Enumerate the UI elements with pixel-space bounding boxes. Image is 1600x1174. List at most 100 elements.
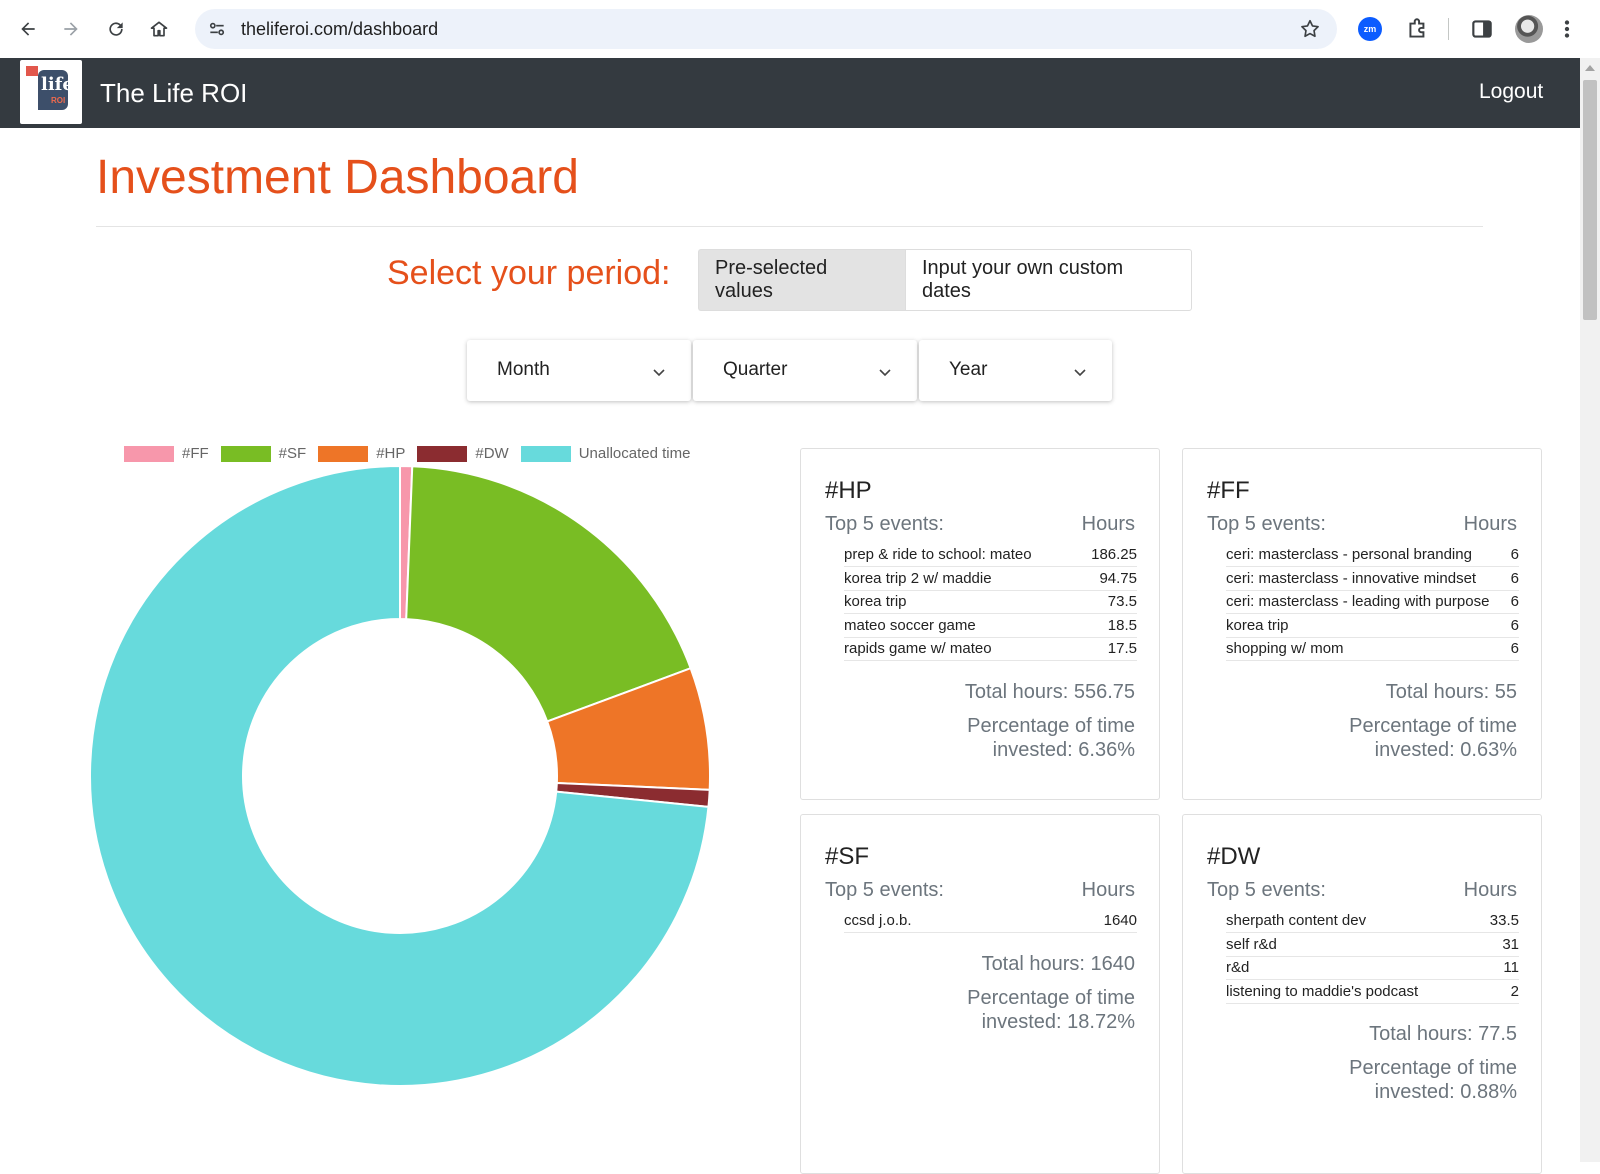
event-name: korea trip	[1226, 613, 1510, 638]
event-hours: 31	[1480, 932, 1519, 957]
event-hours: 6	[1510, 543, 1519, 567]
events-table: sherpath content dev 33.5 self r&d 31 r&…	[1226, 909, 1519, 1004]
event-hours: 6	[1510, 566, 1519, 591]
app-logo[interactable]: life ROI	[20, 60, 82, 124]
table-row: sherpath content dev 33.5	[1226, 909, 1519, 933]
legend-item[interactable]: #SF	[220, 445, 306, 462]
event-name: listening to maddie's podcast	[1226, 979, 1481, 1004]
card-tag-title: #DW	[1207, 843, 1261, 870]
tag-card-sf: #SF Top 5 events: Hours ccsd j.o.b. 1640 To…	[800, 814, 1160, 1174]
top-events-label: Top 5 events:	[825, 513, 944, 535]
home-icon[interactable]	[143, 13, 175, 45]
hours-column-label: Hours	[1463, 879, 1517, 901]
month-select[interactable]: Month	[467, 340, 691, 401]
percentage-invested: Percentage of time invested: 0.63%	[1349, 714, 1517, 761]
table-row: self r&d 31	[1226, 932, 1519, 957]
more-menu-icon[interactable]	[1560, 16, 1574, 42]
tab-preselected-values[interactable]: Pre-selected values	[698, 249, 905, 311]
legend-swatch	[220, 445, 271, 462]
browser-toolbar: theliferoi.com/dashboard zm	[0, 0, 1600, 58]
reload-icon[interactable]	[100, 13, 132, 45]
chevron-down-icon	[653, 369, 665, 377]
event-name: ceri: masterclass - personal branding	[1226, 543, 1510, 567]
tab-custom-dates[interactable]: Input your own custom dates	[905, 249, 1192, 311]
chevron-down-icon	[879, 369, 891, 377]
scrollbar-thumb[interactable]	[1583, 80, 1597, 320]
donut-slice[interactable]	[405, 466, 692, 723]
back-icon[interactable]	[12, 13, 44, 45]
card-tag-title: #SF	[825, 843, 870, 870]
legend-label: #HP	[376, 445, 406, 462]
table-row: korea trip 73.5	[844, 590, 1137, 614]
hours-column-label: Hours	[1463, 513, 1517, 535]
event-hours: 18.5	[1079, 613, 1137, 638]
percentage-invested: Percentage of time invested: 6.36%	[967, 714, 1135, 761]
table-row: ccsd j.o.b. 1640	[844, 909, 1137, 933]
event-name: sherpath content dev	[1226, 909, 1481, 933]
tag-card-ff: #FF Top 5 events: Hours ceri: masterclass …	[1182, 448, 1542, 800]
legend-swatch	[417, 445, 468, 462]
table-row: korea trip 6	[1226, 613, 1519, 638]
address-bar[interactable]: theliferoi.com/dashboard	[195, 9, 1337, 49]
chart-legend: #FF #SF #HP #DW Unallocated time	[124, 445, 702, 462]
total-hours: Total hours: 55	[1385, 680, 1517, 703]
profile-avatar[interactable]	[1515, 15, 1543, 43]
card-tag-title: #FF	[1207, 477, 1250, 504]
tag-card-hp: #HP Top 5 events: Hours prep & ride to sch…	[800, 448, 1160, 800]
scroll-up-icon[interactable]	[1585, 65, 1595, 71]
legend-swatch	[520, 445, 571, 462]
event-hours: 17.5	[1079, 637, 1137, 661]
events-table: prep & ride to school: mateo 186.25 kore…	[844, 543, 1137, 661]
extensions-puzzle-icon[interactable]	[1405, 16, 1431, 42]
donut-slice[interactable]	[89, 466, 710, 1087]
period-label: Select your period:	[387, 254, 671, 292]
year-select[interactable]: Year	[919, 340, 1112, 401]
app-title[interactable]: The Life ROI	[100, 78, 248, 108]
event-hours: 33.5	[1480, 909, 1519, 933]
page-title: Investment Dashboard	[96, 151, 579, 204]
forward-icon[interactable]	[55, 13, 87, 45]
hours-column-label: Hours	[1081, 879, 1135, 901]
event-name: ceri: masterclass - innovative mindset	[1226, 566, 1510, 591]
top-events-label: Top 5 events:	[1207, 513, 1326, 535]
zoom-extension-icon[interactable]: zm	[1358, 17, 1382, 41]
table-row: mateo soccer game 18.5	[844, 613, 1137, 638]
url-text[interactable]: theliferoi.com/dashboard	[241, 19, 439, 39]
event-hours: 2	[1480, 979, 1519, 1004]
table-row: ceri: masterclass - personal branding 6	[1226, 543, 1519, 567]
legend-item[interactable]: #HP	[318, 445, 405, 462]
percentage-invested: Percentage of time invested: 0.88%	[1349, 1057, 1517, 1103]
events-table: ceri: masterclass - personal branding 6 …	[1226, 543, 1519, 661]
time-allocation-donut-chart	[89, 466, 712, 1087]
event-hours: 11	[1480, 956, 1519, 980]
toolbar-separator	[1448, 18, 1449, 40]
quarter-select[interactable]: Quarter	[693, 340, 917, 401]
event-hours: 1640	[1040, 909, 1137, 933]
table-row: korea trip 2 w/ maddie 94.75	[844, 566, 1137, 591]
table-row: prep & ride to school: mateo 186.25	[844, 543, 1137, 567]
page-scrollbar[interactable]	[1580, 58, 1600, 1162]
table-row: ceri: masterclass - leading with purpose…	[1226, 590, 1519, 614]
app-navbar: life ROI The Life ROI Logout	[0, 58, 1580, 128]
percentage-invested: Percentage of time invested: 18.72%	[967, 986, 1135, 1033]
table-row: ceri: masterclass - innovative mindset 6	[1226, 566, 1519, 591]
event-name: prep & ride to school: mateo	[844, 543, 1080, 567]
logout-link[interactable]: Logout	[1479, 80, 1544, 103]
legend-item[interactable]: #FF	[124, 445, 209, 462]
event-name: mateo soccer game	[844, 613, 1080, 638]
legend-swatch	[318, 445, 369, 462]
total-hours: Total hours: 77.5	[1369, 1023, 1517, 1045]
event-name: korea trip	[844, 590, 1080, 614]
bookmark-star-icon[interactable]	[1299, 18, 1321, 40]
event-name: self r&d	[1226, 932, 1481, 957]
legend-label: #DW	[475, 445, 509, 462]
card-tag-title: #HP	[825, 477, 872, 504]
site-settings-icon[interactable]	[207, 19, 227, 39]
legend-item[interactable]: Unallocated time	[520, 445, 690, 462]
legend-swatch	[124, 445, 174, 462]
event-hours: 94.75	[1079, 566, 1137, 591]
title-divider	[96, 226, 1483, 227]
legend-item[interactable]: #DW	[417, 445, 509, 462]
event-name: rapids game w/ mateo	[844, 637, 1080, 661]
side-panel-icon[interactable]	[1469, 16, 1495, 42]
